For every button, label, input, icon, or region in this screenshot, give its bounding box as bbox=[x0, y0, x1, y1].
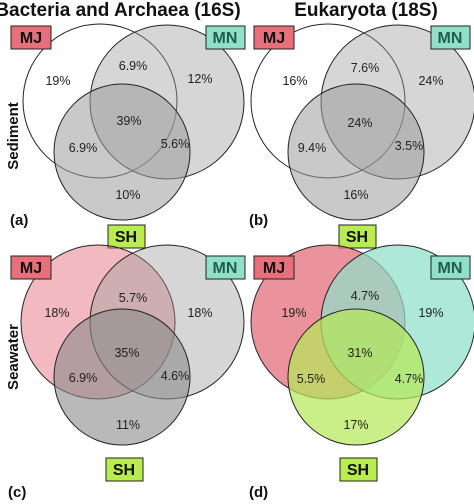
pct-only-mj: 16% bbox=[282, 74, 307, 88]
pct-mj-sh: 5.5% bbox=[297, 372, 326, 386]
column-title-18s: Eukaryota (18S) bbox=[294, 0, 438, 21]
column-title-16s: Bacteria and Archaea (16S) bbox=[0, 0, 241, 21]
circle-sh bbox=[287, 308, 425, 446]
pct-only-mn: 18% bbox=[187, 306, 212, 320]
tag-mj-label: MJ bbox=[263, 30, 285, 47]
pct-only-sh: 11% bbox=[116, 418, 140, 432]
pct-mj-sh: 6.9% bbox=[69, 371, 98, 385]
panel-label-c: (c) bbox=[8, 484, 26, 501]
tag-mj-label: MJ bbox=[263, 260, 285, 277]
tag-mj-label: MJ bbox=[20, 30, 42, 47]
pct-mn-sh: 4.7% bbox=[395, 372, 424, 386]
tag-mn-label: MN bbox=[213, 30, 238, 47]
pct-only-mj: 18% bbox=[44, 306, 69, 320]
pct-only-mn: 12% bbox=[187, 72, 212, 86]
pct-mj-sh: 9.4% bbox=[298, 141, 327, 155]
pct-mn-sh: 4.6% bbox=[161, 369, 190, 383]
tag-sh: SH bbox=[339, 457, 378, 482]
venn-panel-c: MJ MN SH 18% 5.7% 18% 35% 6.9% 4.6% 11% … bbox=[8, 244, 246, 501]
tag-mn: MN bbox=[205, 255, 246, 280]
panel-label-a: (a) bbox=[10, 212, 28, 229]
pct-mj-mn: 5.7% bbox=[119, 291, 148, 305]
tag-sh-label: SH bbox=[113, 462, 135, 479]
tag-sh: SH bbox=[105, 457, 144, 482]
tag-sh-label: SH bbox=[347, 462, 369, 479]
pct-all: 24% bbox=[347, 116, 372, 130]
venn-panel-b: MJ MN SH 16% 7.6% 24% 24% 9.4% 3.5% 16% … bbox=[249, 23, 474, 249]
tag-mj: MJ bbox=[253, 25, 295, 50]
tag-mj: MJ bbox=[253, 255, 295, 280]
tag-sh-label: SH bbox=[115, 229, 137, 246]
tag-mn: MN bbox=[430, 255, 471, 280]
pct-all: 39% bbox=[116, 114, 141, 128]
tag-mn: MN bbox=[205, 25, 246, 50]
pct-only-sh: 10% bbox=[115, 188, 140, 202]
tag-mj: MJ bbox=[10, 255, 52, 280]
tag-mn-label: MN bbox=[213, 260, 238, 277]
tag-mj: MJ bbox=[10, 25, 52, 50]
tag-mj-label: MJ bbox=[20, 260, 42, 277]
venn-panel-d: MJ MN SH 19% 4.7% 19% 31% 5.5% 4.7% 17% … bbox=[249, 244, 474, 501]
tag-mn: MN bbox=[430, 25, 471, 50]
circle-sh bbox=[287, 83, 425, 221]
row-title-seawater: Seawater bbox=[5, 324, 22, 390]
pct-only-mj: 19% bbox=[45, 74, 70, 88]
pct-all: 31% bbox=[347, 346, 372, 360]
circle-sh bbox=[53, 308, 191, 446]
pct-only-mj: 19% bbox=[281, 306, 306, 320]
tag-sh-label: SH bbox=[346, 229, 368, 246]
pct-only-sh: 17% bbox=[343, 418, 368, 432]
panel-label-b: (b) bbox=[249, 212, 268, 229]
pct-mj-mn: 4.7% bbox=[351, 289, 380, 303]
pct-only-mn: 19% bbox=[418, 306, 443, 320]
pct-mj-mn: 6.9% bbox=[119, 59, 148, 73]
pct-only-sh: 16% bbox=[343, 188, 368, 202]
pct-mn-sh: 5.6% bbox=[161, 137, 190, 151]
tag-mn-label: MN bbox=[438, 260, 463, 277]
pct-only-mn: 24% bbox=[418, 74, 443, 88]
row-title-sediment: Sediment bbox=[5, 102, 22, 170]
venn-panel-a: MJ MN SH 19% 6.9% 12% 39% 6.9% 5.6% 10% … bbox=[10, 23, 246, 249]
tag-mn-label: MN bbox=[438, 30, 463, 47]
pct-mn-sh: 3.5% bbox=[395, 139, 424, 153]
pct-mj-mn: 7.6% bbox=[351, 61, 380, 75]
pct-all: 35% bbox=[114, 346, 139, 360]
panel-label-d: (d) bbox=[249, 484, 268, 501]
circle-sh bbox=[53, 83, 191, 221]
tag-sh: SH bbox=[338, 224, 377, 249]
tag-sh: SH bbox=[107, 224, 146, 249]
pct-mj-sh: 6.9% bbox=[69, 141, 98, 155]
